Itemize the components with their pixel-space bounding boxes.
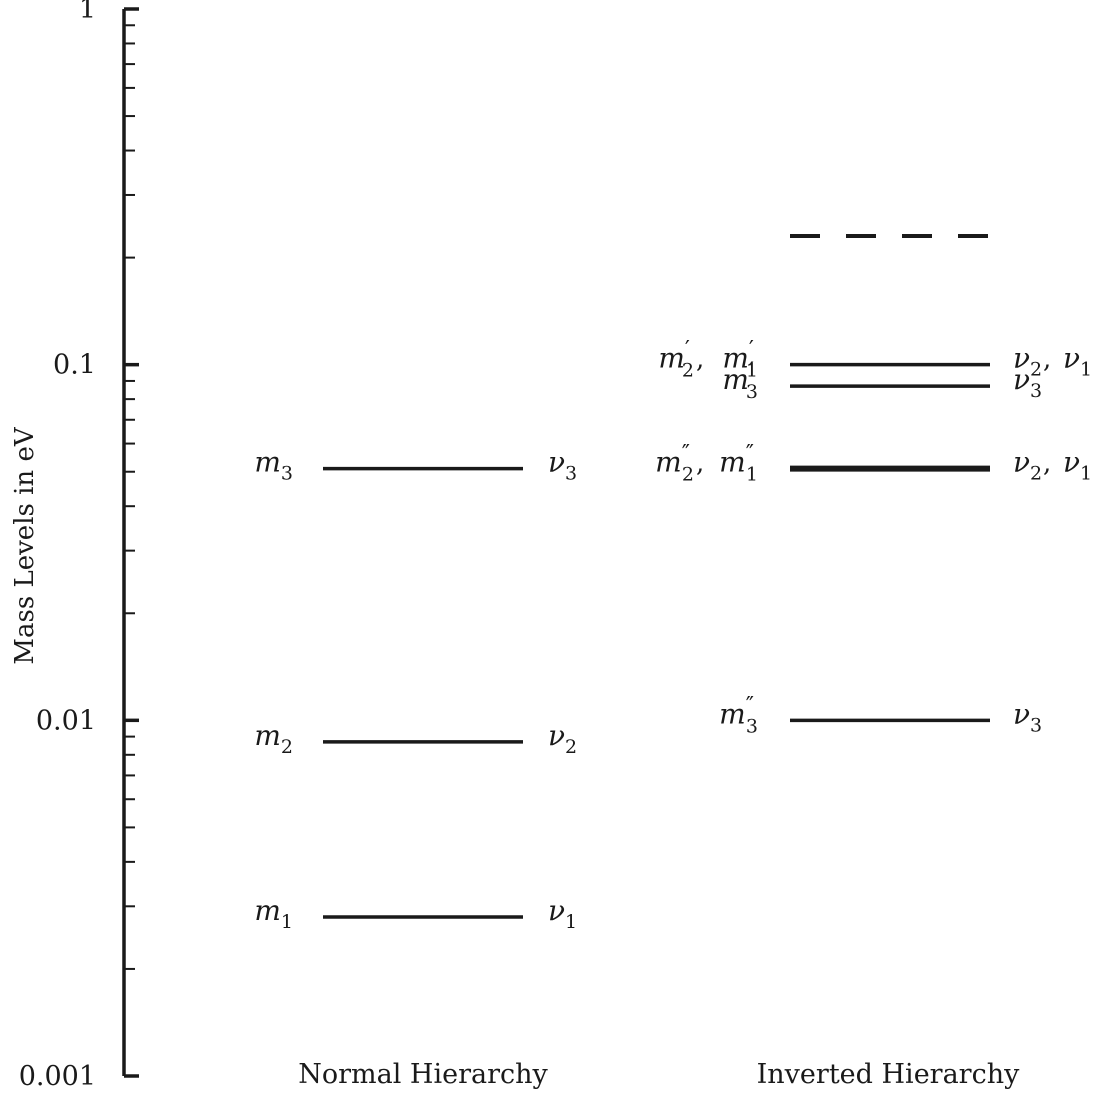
label-separator: ,: [696, 449, 704, 479]
tick-label: 0.1: [53, 350, 96, 381]
level-label: ν2: [548, 719, 577, 758]
level-label: m2: [254, 719, 293, 758]
level-label: ν2: [1013, 446, 1042, 485]
level-label: ν1: [548, 894, 577, 933]
tick-label: 1: [79, 0, 96, 25]
level-label: ν3: [1013, 697, 1042, 736]
level-label: m3: [254, 446, 293, 485]
levels: [323, 234, 990, 919]
level-label: m′ 2: [658, 338, 694, 382]
inverted-hierarchy-title: Inverted Hierarchy: [757, 1059, 1020, 1090]
tick-label: 0.001: [19, 1061, 96, 1092]
y-axis-title: Mass Levels in eV: [10, 426, 40, 664]
tick-label: 0.01: [36, 705, 96, 736]
level-label: m1: [254, 894, 293, 933]
level-label: m″ 2: [655, 442, 694, 486]
level-label: ν2: [1013, 342, 1042, 381]
label-separator: ,: [1043, 345, 1051, 375]
y-axis: 0.001 0.01 0.1 1: [19, 0, 139, 1092]
label-separator: ,: [1043, 449, 1051, 479]
level-label: m′ 3: [722, 359, 758, 403]
label-separator: ,: [696, 345, 704, 375]
level-label: m″ 1: [719, 442, 758, 486]
level-label: ν3: [548, 446, 577, 485]
level-label: ν1: [1063, 446, 1092, 485]
level-label: ν1: [1063, 342, 1092, 381]
level-label: ν3: [1013, 363, 1042, 402]
level-label: m″ 3: [719, 693, 758, 737]
normal-hierarchy-title: Normal Hierarchy: [298, 1059, 548, 1090]
level-label: m′ 1: [722, 338, 758, 382]
